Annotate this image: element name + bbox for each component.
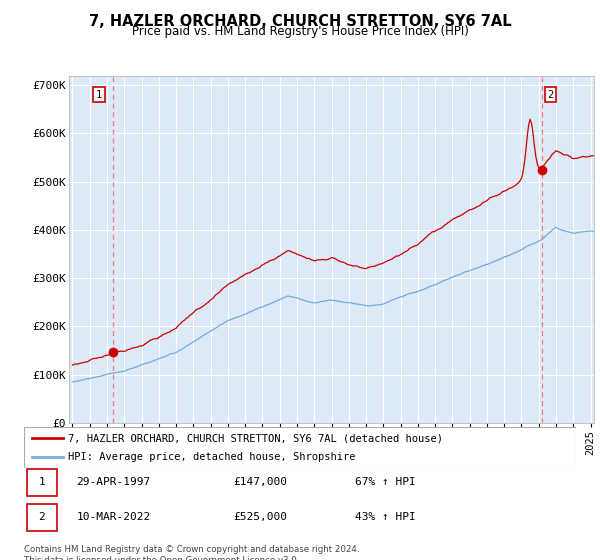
Text: 67% ↑ HPI: 67% ↑ HPI xyxy=(355,477,416,487)
Text: 2: 2 xyxy=(38,512,45,522)
Text: Price paid vs. HM Land Registry's House Price Index (HPI): Price paid vs. HM Land Registry's House … xyxy=(131,25,469,38)
Text: 2: 2 xyxy=(548,90,554,100)
Text: £147,000: £147,000 xyxy=(234,477,288,487)
FancyBboxPatch shape xyxy=(27,469,57,496)
Text: 10-MAR-2022: 10-MAR-2022 xyxy=(76,512,151,522)
FancyBboxPatch shape xyxy=(27,504,57,531)
Text: 1: 1 xyxy=(38,477,45,487)
Text: £525,000: £525,000 xyxy=(234,512,288,522)
Text: 7, HAZLER ORCHARD, CHURCH STRETTON, SY6 7AL: 7, HAZLER ORCHARD, CHURCH STRETTON, SY6 … xyxy=(89,14,511,29)
Text: 43% ↑ HPI: 43% ↑ HPI xyxy=(355,512,416,522)
Text: 1: 1 xyxy=(96,90,102,100)
Text: Contains HM Land Registry data © Crown copyright and database right 2024.
This d: Contains HM Land Registry data © Crown c… xyxy=(24,545,359,560)
Text: 29-APR-1997: 29-APR-1997 xyxy=(76,477,151,487)
Text: 7, HAZLER ORCHARD, CHURCH STRETTON, SY6 7AL (detached house): 7, HAZLER ORCHARD, CHURCH STRETTON, SY6 … xyxy=(68,433,443,443)
Text: HPI: Average price, detached house, Shropshire: HPI: Average price, detached house, Shro… xyxy=(68,452,356,461)
